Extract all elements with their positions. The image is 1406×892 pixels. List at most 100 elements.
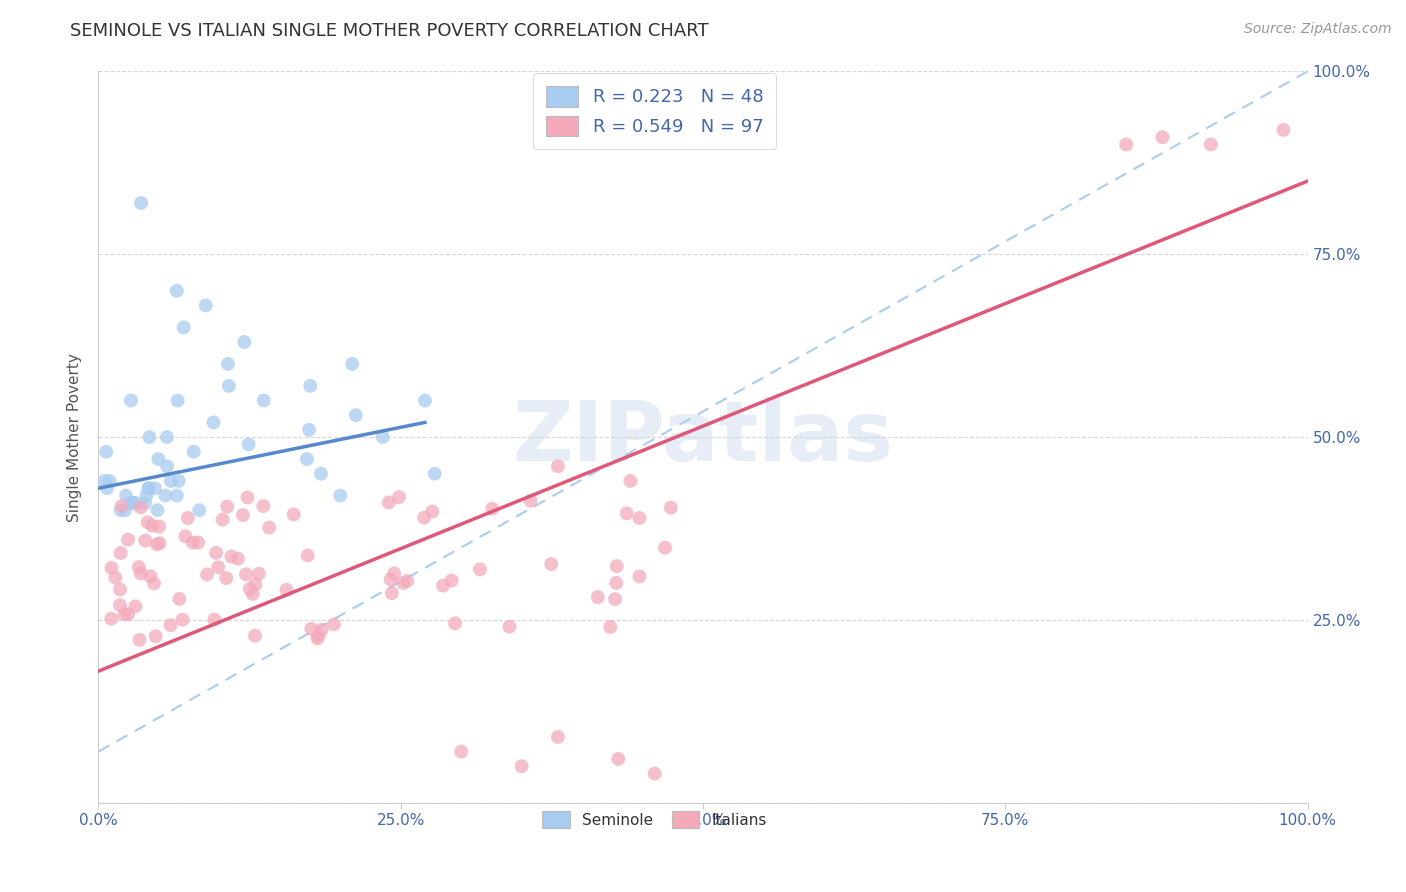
Point: [143, 481, 166, 495]
Point: [616, 507, 638, 521]
Point: [432, 579, 454, 593]
Point: [96, 481, 118, 495]
Point: [236, 491, 259, 505]
Point: [371, 430, 394, 444]
Point: [104, 571, 127, 585]
Point: [167, 474, 190, 488]
Point: [382, 566, 405, 581]
Point: [155, 489, 177, 503]
Point: [276, 582, 298, 597]
Point: [129, 500, 152, 515]
Point: [159, 618, 181, 632]
Point: [380, 573, 402, 587]
Point: [98, 474, 121, 488]
Point: [183, 444, 205, 458]
Point: [607, 752, 630, 766]
Point: [235, 567, 257, 582]
Point: [204, 612, 226, 626]
Point: [143, 576, 166, 591]
Point: [510, 759, 533, 773]
Point: [547, 459, 569, 474]
Point: [120, 393, 142, 408]
Point: [444, 616, 467, 631]
Point: [134, 496, 156, 510]
Point: [217, 357, 239, 371]
Point: [221, 549, 243, 564]
Point: [100, 612, 122, 626]
Point: [177, 511, 200, 525]
Point: [174, 529, 197, 543]
Point: [112, 607, 135, 622]
Point: [100, 561, 122, 575]
Point: [114, 503, 136, 517]
Point: [628, 569, 651, 583]
Point: [344, 408, 367, 422]
Point: [148, 452, 170, 467]
Point: [108, 582, 131, 597]
Point: [146, 503, 169, 517]
Point: [540, 557, 562, 571]
Point: [194, 298, 217, 312]
Point: [128, 560, 150, 574]
Point: [628, 511, 651, 525]
Point: [96, 444, 118, 458]
Point: [606, 559, 628, 574]
Point: [238, 437, 260, 451]
Point: [202, 416, 225, 430]
Point: [252, 499, 274, 513]
Text: ZIPatlas: ZIPatlas: [513, 397, 893, 477]
Point: [599, 620, 621, 634]
Point: [138, 481, 160, 495]
Point: [1272, 123, 1295, 137]
Text: SEMINOLE VS ITALIAN SINGLE MOTHER POVERTY CORRELATION CHART: SEMINOLE VS ITALIAN SINGLE MOTHER POVERT…: [70, 22, 709, 40]
Point: [381, 586, 404, 600]
Point: [283, 508, 305, 522]
Point: [1115, 137, 1137, 152]
Point: [134, 533, 156, 548]
Point: [135, 489, 157, 503]
Point: [450, 745, 472, 759]
Point: [117, 607, 139, 621]
Point: [233, 334, 256, 349]
Point: [311, 623, 333, 637]
Legend: Seminole, Italians: Seminole, Italians: [531, 800, 778, 839]
Point: [423, 467, 446, 481]
Point: [297, 549, 319, 563]
Point: [586, 590, 609, 604]
Point: [141, 518, 163, 533]
Point: [138, 481, 160, 495]
Point: [396, 574, 419, 588]
Point: [211, 512, 233, 526]
Point: [138, 430, 160, 444]
Point: [243, 629, 266, 643]
Point: [205, 546, 228, 560]
Point: [128, 632, 150, 647]
Point: [309, 467, 332, 481]
Point: [239, 582, 262, 596]
Point: [110, 503, 132, 517]
Point: [307, 629, 329, 643]
Point: [139, 569, 162, 583]
Point: [136, 516, 159, 530]
Point: [498, 620, 520, 634]
Point: [307, 632, 329, 646]
Point: [547, 730, 569, 744]
Point: [122, 496, 145, 510]
Point: [299, 379, 322, 393]
Point: [173, 320, 195, 334]
Point: [299, 622, 322, 636]
Point: [160, 474, 183, 488]
Point: [329, 489, 352, 503]
Point: [257, 520, 280, 534]
Point: [195, 567, 218, 582]
Point: [117, 533, 139, 547]
Point: [392, 576, 415, 591]
Point: [124, 496, 146, 510]
Text: Source: ZipAtlas.com: Source: ZipAtlas.com: [1244, 22, 1392, 37]
Point: [298, 423, 321, 437]
Point: [166, 284, 188, 298]
Point: [129, 196, 152, 211]
Point: [187, 535, 209, 549]
Point: [188, 503, 211, 517]
Point: [115, 489, 138, 503]
